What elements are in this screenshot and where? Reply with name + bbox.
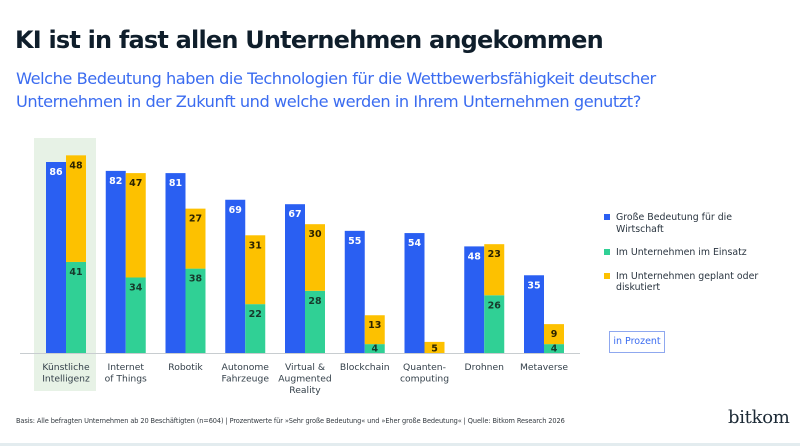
legend-label: Große Bedeutung für die Wirtschaft <box>616 212 733 235</box>
bar-label-planned: 31 <box>249 240 262 251</box>
bar-in-use <box>185 268 206 353</box>
x-tick-label-line: Metaverse <box>520 362 568 373</box>
bar-label-in-use: 28 <box>308 296 322 307</box>
bar-label-importance: 67 <box>288 209 301 220</box>
bar-importance <box>344 230 365 353</box>
x-tick-label: Robotik <box>168 362 203 373</box>
x-tick-label-line: Internet <box>108 362 145 373</box>
bar-label-importance: 48 <box>468 251 482 262</box>
bar-planned <box>66 155 86 262</box>
bar-label-planned: 13 <box>368 320 381 331</box>
x-tick-label-line: Quanten- <box>403 362 446 373</box>
bottom-divider <box>0 443 800 446</box>
bar-label-planned: 47 <box>129 178 142 189</box>
x-tick-label-line: Augmented <box>278 374 331 385</box>
legend-label: Im Unternehmen geplant oder diskutiert <box>616 270 759 294</box>
bar-importance <box>225 199 246 353</box>
unit-label-box: in Prozent <box>609 331 665 353</box>
bar-planned <box>484 244 505 296</box>
bar-label-in-use: 4 <box>371 344 378 355</box>
x-tick-label-line: Reality <box>289 385 321 396</box>
bar-in-use <box>484 295 505 353</box>
bar-label-importance: 69 <box>229 205 242 216</box>
bar-label-planned: 27 <box>189 214 202 225</box>
bar-planned <box>125 173 146 278</box>
bar-planned <box>424 341 445 353</box>
bar-label-in-use: 26 <box>488 300 502 311</box>
x-tick-label-line: Fahrzeuge <box>222 374 270 385</box>
bar-label-in-use: 4 <box>551 344 558 355</box>
x-tick-label-line: Intelligenz <box>42 374 90 385</box>
bar-planned <box>245 235 266 305</box>
bar-label-planned: 30 <box>308 229 322 240</box>
bar-in-use <box>364 344 385 353</box>
bar-importance <box>165 173 186 353</box>
bar-in-use <box>305 290 325 353</box>
x-tick-label: Metaverse <box>520 362 568 373</box>
bar-importance <box>285 204 305 353</box>
x-tick-label: Quanten-computing <box>400 362 449 385</box>
bar-in-use <box>66 261 86 353</box>
bar-planned <box>544 324 564 345</box>
x-tick-label-line: Drohnen <box>465 362 505 373</box>
footer-source-note: Basis: Alle befragten Unternehmen ab 20 … <box>16 417 565 425</box>
x-tick-label-line: Robotik <box>168 362 203 373</box>
bar-importance <box>404 233 425 353</box>
x-tick-label-line: computing <box>400 374 449 385</box>
bar-importance <box>105 170 126 353</box>
bar-label-importance: 82 <box>109 176 122 187</box>
x-tick-label: Internet of Things <box>105 362 147 385</box>
legend-item-planned: Im Unternehmen geplant oder diskutiert <box>604 271 766 294</box>
bar-in-use <box>245 304 266 353</box>
bar-importance <box>46 162 66 353</box>
x-tick-label-line: Blockchain <box>340 362 390 373</box>
x-tick-label: Künstliche Intelligenz <box>42 362 90 385</box>
x-tick-label-line: Künstliche <box>42 362 90 373</box>
x-tick-label-line: Autonome <box>222 362 270 373</box>
bar-in-use <box>125 277 146 353</box>
bar-planned <box>364 315 385 345</box>
legend-swatch-yellow <box>604 272 610 279</box>
bar-label-importance: 86 <box>49 167 63 178</box>
bar-label-in-use: 34 <box>129 282 143 293</box>
bar-label-importance: 81 <box>169 178 182 189</box>
legend-item-importance: Große Bedeutung für die Wirtschaft <box>604 212 766 235</box>
legend-item-in-use: Im Unternehmen im Einsatz <box>604 247 766 259</box>
legend-swatch-blue <box>604 214 610 220</box>
bar-label-in-use: 22 <box>249 309 262 320</box>
bar-label-in-use: 41 <box>69 267 82 278</box>
legend-swatch-green <box>604 249 610 255</box>
bar-label-importance: 55 <box>348 236 361 247</box>
x-tick-label: Virtual & Augmented Reality <box>278 362 331 396</box>
bar-importance <box>464 246 485 353</box>
bar-label-planned: 9 <box>551 329 558 340</box>
bar-planned <box>305 224 325 291</box>
bar-in-use <box>544 344 564 353</box>
legend-label: Im Unternehmen im Einsatz <box>616 247 747 258</box>
chart-legend: Große Bedeutung für die Wirtschaft Im Un… <box>604 212 766 306</box>
x-tick-label: Drohnen <box>465 362 505 373</box>
bar-label-planned: 48 <box>69 160 83 171</box>
bar-label-planned: 5 <box>431 344 438 355</box>
x-tick-label-line: of Things <box>105 374 147 385</box>
bar-label-in-use: 38 <box>189 274 203 285</box>
page-title: KI ist in fast allen Unternehmen angekom… <box>15 26 604 54</box>
bar-label-importance: 54 <box>408 238 422 249</box>
bar-importance <box>524 275 544 353</box>
x-tick-label: Autonome Fahrzeuge <box>222 362 270 385</box>
x-tick-label: Blockchain <box>340 362 390 373</box>
x-tick-label-line: Virtual & <box>285 362 325 373</box>
bar-label-importance: 35 <box>527 280 540 291</box>
bitkom-logo: bitkom <box>728 407 790 428</box>
bar-label-planned: 23 <box>488 249 501 260</box>
bar-planned <box>185 208 206 269</box>
page-subtitle: Welche Bedeutung haben die Technologien … <box>16 69 656 111</box>
